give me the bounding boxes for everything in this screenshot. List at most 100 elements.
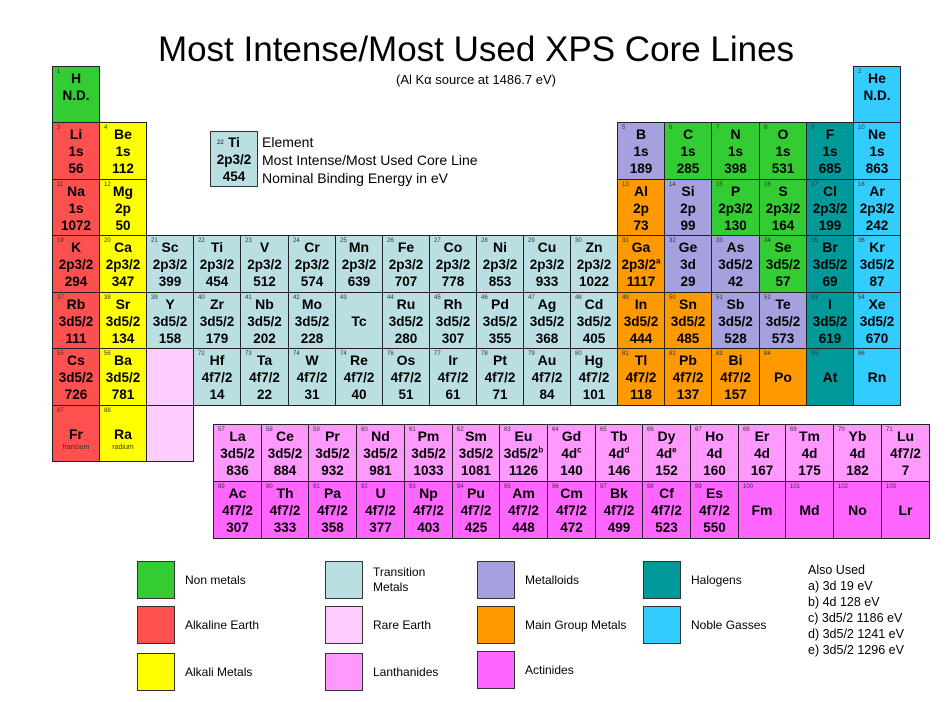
core-line: 1s: [100, 143, 146, 160]
element-cell-nb: 41 Nb 3d5/2 202: [240, 292, 289, 349]
element-symbol: Ir: [448, 352, 458, 368]
binding-energy: 157: [724, 387, 747, 402]
binding-energy: 71: [492, 387, 508, 402]
core-line-text: 3d5/2: [482, 314, 518, 329]
core-line: 3d5/2: [214, 445, 261, 462]
legend-label: Lanthanides: [373, 665, 439, 679]
element-symbol: Zn: [585, 239, 603, 255]
element-cell-cm: 96 Cm 4f7/2 472: [547, 481, 596, 539]
core-line-text: 4f7/2: [343, 370, 375, 385]
atomic-number: 64: [552, 427, 559, 433]
element-symbol: He: [868, 70, 886, 86]
core-line-text: 4f7/2: [222, 503, 253, 518]
element-symbol: K: [70, 239, 82, 255]
element-cell-c: 6 C 1s 285: [664, 122, 712, 180]
atomic-number: 65: [600, 427, 607, 433]
core-line: 4dc: [548, 445, 595, 462]
also-used-title: Also Used: [808, 563, 865, 577]
core-line-text: 2p3/2: [152, 257, 188, 272]
core-line: 1s: [665, 143, 711, 160]
atomic-number: 47: [528, 295, 535, 301]
element-symbol: Lr: [898, 502, 913, 518]
element-symbol: Te: [775, 296, 791, 312]
core-line-text: 4f7/2: [672, 370, 704, 385]
atomic-number: 46: [481, 295, 488, 301]
element-symbol: Pr: [325, 428, 340, 444]
binding-energy: 1081: [460, 463, 492, 478]
atomic-number: 26: [387, 238, 394, 244]
legend-label: Alkali Metals: [185, 665, 253, 679]
core-line-text: 3d5/2: [765, 257, 801, 272]
element-cell-dy: 66 Dy 4de 152: [642, 424, 691, 482]
element-cell-tc: 43 Tc: [335, 292, 383, 349]
core-line-text: 4f7/2: [720, 370, 751, 385]
element-symbol: Am: [512, 485, 535, 501]
footnote-marker: b: [538, 445, 544, 455]
atomic-number: 67: [695, 427, 702, 433]
binding-energy: 726: [64, 387, 88, 402]
element-cell-gd: 64 Gd 4dc 140: [547, 424, 596, 482]
element-symbol: Mo: [301, 296, 323, 312]
binding-energy: 454: [205, 274, 229, 289]
core-line-text: 2p3/2: [199, 257, 235, 272]
legend-label: Actinides: [525, 663, 574, 677]
element-cell-ga: 31 Ga 2p3/2a 1117: [617, 235, 665, 293]
binding-energy: 639: [347, 274, 371, 289]
core-line: 2p3/2: [147, 256, 193, 273]
element-cell-rb: 37 Rb 3d5/2 111: [52, 292, 100, 349]
element-cell-sr: 38 Sr 3d5/2 134: [99, 292, 147, 349]
key-example-cell: 22 Ti 2p3/2 454: [210, 131, 258, 187]
element-symbol: Er: [754, 428, 770, 444]
atomic-number: 3: [57, 125, 61, 131]
element-cell-am: 95 Am 4f7/2 448: [499, 481, 548, 539]
element-symbol: Ba: [114, 352, 132, 368]
element-symbol: Dy: [657, 428, 676, 444]
core-line: 4f7/2: [289, 369, 335, 386]
core-line: 4d: [786, 445, 833, 462]
element-symbol: Pt: [493, 352, 507, 368]
element-symbol: In: [634, 296, 648, 312]
binding-energy: 73: [633, 218, 649, 233]
binding-energy: 31: [304, 387, 320, 402]
atomic-number: 27: [434, 238, 441, 244]
core-line-text: 2p3/2: [812, 201, 848, 216]
core-line: 4f7/2: [262, 502, 308, 519]
element-symbol: Zr: [210, 296, 224, 312]
atomic-number: 51: [716, 295, 723, 301]
core-line-text: 3d5/2: [247, 314, 282, 329]
element-cell-ho: 67 Ho 4d 160: [690, 424, 739, 482]
core-line: 4f7/2: [453, 502, 499, 519]
element-cell-pt: 78 Pt 4f7/2 71: [476, 348, 524, 406]
core-line: 4f7/2: [643, 502, 690, 519]
element-cell-pb: 82 Pb 4f7/2 137: [664, 348, 712, 406]
core-line: 2p3/2: [524, 256, 570, 273]
atomic-number: 38: [104, 295, 111, 301]
element-cell-hf: 72 Hf 4f7/2 14: [193, 348, 241, 406]
also-used-item: e) 3d5/2 1296 eV: [808, 643, 904, 657]
element-symbol: Re: [350, 352, 368, 368]
core-line: 2p: [665, 200, 711, 217]
element-symbol: Cu: [537, 239, 557, 255]
core-line-text: 2p: [633, 201, 649, 216]
element-symbol: Os: [396, 352, 416, 368]
core-line-text: 4f7/2: [317, 503, 348, 518]
element-cell-rn: 86 Rn: [853, 348, 901, 406]
atomic-number: 103: [886, 484, 897, 490]
binding-energy: 87: [869, 274, 885, 289]
core-line: 4f7/2: [596, 502, 642, 519]
binding-energy: 485: [676, 331, 700, 346]
binding-energy: 69: [822, 274, 838, 289]
core-line-text: 3d5/2: [411, 446, 446, 461]
binding-energy: 56: [68, 161, 84, 176]
core-line-text: 4d: [849, 446, 866, 461]
key-labels: Element Most Intense/Most Used Core Line…: [262, 133, 478, 187]
core-line: 4f7/2: [336, 369, 382, 386]
core-line-text: 3d5/2: [58, 370, 94, 385]
core-line: 2p3/2: [430, 256, 476, 273]
binding-energy: 863: [865, 161, 889, 176]
core-line: 4f7/2: [309, 502, 356, 519]
binding-energy: 285: [676, 161, 700, 176]
element-symbol: Ac: [228, 485, 247, 501]
atomic-number: 54: [858, 295, 865, 301]
element-cell-sn: 50 Sn 3d5/2 485: [664, 292, 712, 349]
